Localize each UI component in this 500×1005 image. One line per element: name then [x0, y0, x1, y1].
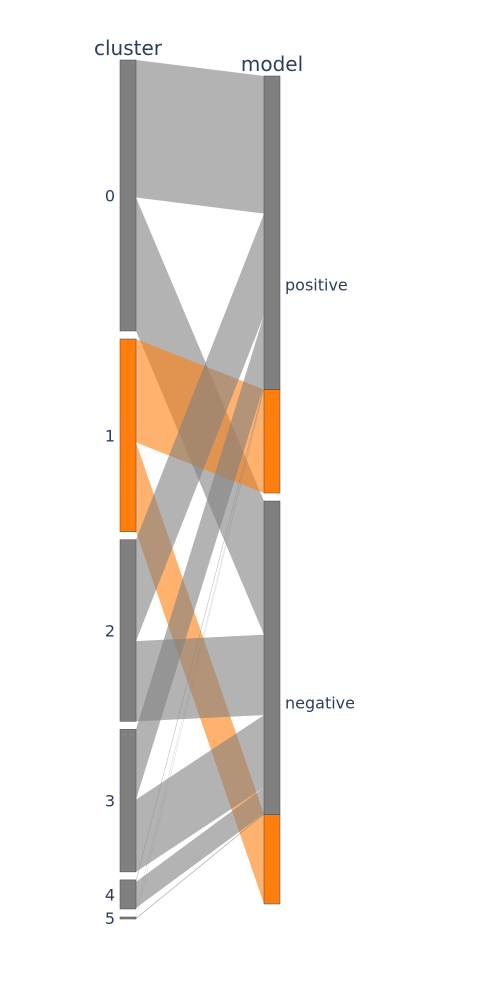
category-bar-cluster-5[interactable]: [119, 916, 137, 920]
category-bar-model-negative[interactable]: [263, 500, 281, 815]
category-bar-model-positive-highlight[interactable]: [263, 389, 281, 494]
category-bar-cluster-4[interactable]: [119, 879, 137, 910]
ribbon-3-positive[interactable]: [136, 315, 264, 800]
ribbon-4-positive[interactable]: [136, 387, 264, 909]
category-label-model-negative: negative: [285, 694, 355, 713]
labels-layer: cluster model 0 1 2 3 4 5 positive negative: [94, 36, 355, 928]
category-bar-model-positive[interactable]: [263, 75, 281, 390]
ribbon-5-negative[interactable]: [136, 813, 264, 919]
category-bar-cluster-1[interactable]: [119, 338, 137, 532]
dimension-label-model: model: [241, 52, 303, 76]
ribbon-5-positive[interactable]: [136, 388, 264, 918]
ribbon-4-positive[interactable]: [136, 385, 264, 882]
ribbon-3-negative[interactable]: [136, 715, 264, 872]
category-label-cluster-3: 3: [105, 792, 115, 811]
category-bar-model-negative-highlight[interactable]: [263, 814, 281, 905]
category-label-cluster-5: 5: [105, 909, 115, 928]
dimension-label-cluster: cluster: [94, 36, 163, 60]
ribbon-4-negative[interactable]: [136, 787, 264, 908]
ribbon-0-positive[interactable]: [136, 60, 264, 214]
category-label-cluster-0: 0: [105, 186, 115, 205]
category-bar-cluster-0[interactable]: [119, 59, 137, 332]
category-label-cluster-4: 4: [105, 885, 115, 904]
category-bars-layer: [119, 59, 281, 920]
category-bar-cluster-3[interactable]: [119, 729, 137, 873]
ribbon-2-positive[interactable]: [136, 213, 264, 642]
category-bar-cluster-2[interactable]: [119, 539, 137, 722]
category-label-model-positive: positive: [285, 276, 348, 295]
ribbons-layer: [136, 60, 264, 919]
category-label-cluster-2: 2: [105, 622, 115, 641]
category-label-cluster-1: 1: [105, 426, 115, 445]
